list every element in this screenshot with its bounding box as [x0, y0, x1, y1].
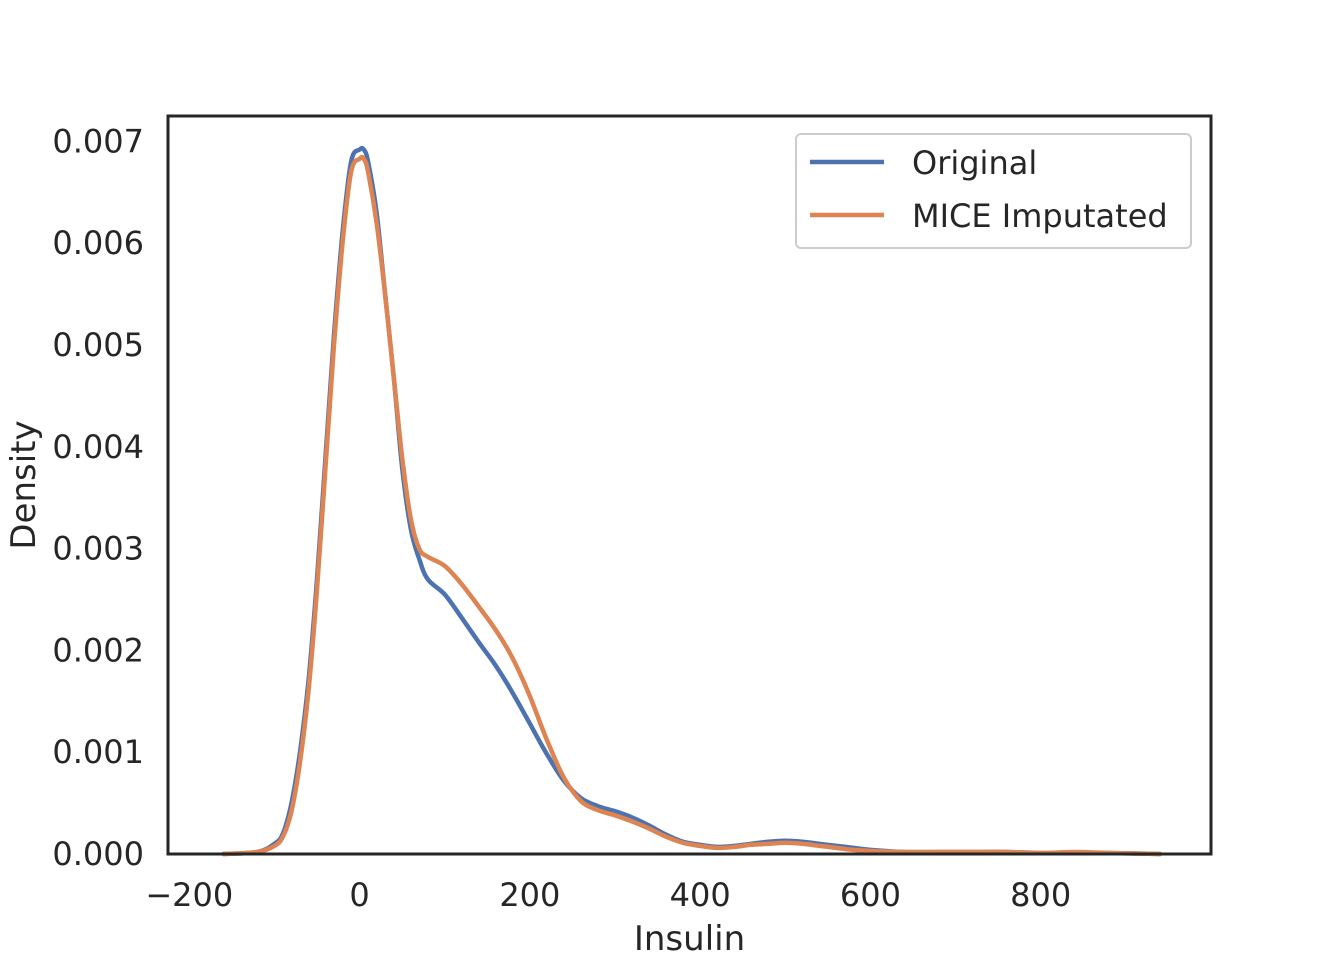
- y-tick-label: 0.004: [52, 428, 144, 466]
- x-tick-label: 600: [840, 876, 901, 914]
- x-tick-label: 0: [349, 876, 369, 914]
- y-tick-label: 0.006: [52, 224, 144, 262]
- legend: Original MICE Imputated: [795, 133, 1192, 249]
- y-tick-label: 0.007: [52, 122, 144, 160]
- y-axis-ticks: 0.000 0.001 0.002 0.003 0.004 0.005 0.006 0.007: [52, 122, 144, 873]
- x-tick-label: 200: [499, 876, 560, 914]
- x-tick-label: 400: [670, 876, 731, 914]
- series-layer: [221, 145, 1163, 857]
- x-axis-ticks: −200 0 200 400 600 800: [145, 876, 1071, 914]
- legend-box: [795, 133, 1192, 249]
- legend-label-mice-imputated: MICE Imputated: [912, 197, 1168, 235]
- series-line-mice-imputated: [221, 154, 1163, 857]
- legend-label-original: Original: [912, 144, 1037, 182]
- plot-frame: [166, 114, 1213, 856]
- series-line-original: [221, 145, 1163, 857]
- y-tick-label: 0.003: [52, 530, 144, 568]
- y-tick-label: 0.005: [52, 326, 144, 364]
- x-axis-title: Insulin: [634, 919, 745, 959]
- y-tick-label: 0.002: [52, 631, 144, 669]
- y-tick-label: 0.001: [52, 733, 144, 771]
- y-axis-title: Density: [4, 420, 44, 549]
- x-tick-label: 800: [1010, 876, 1071, 914]
- x-tick-label: −200: [145, 876, 233, 914]
- y-tick-label: 0.000: [52, 835, 144, 873]
